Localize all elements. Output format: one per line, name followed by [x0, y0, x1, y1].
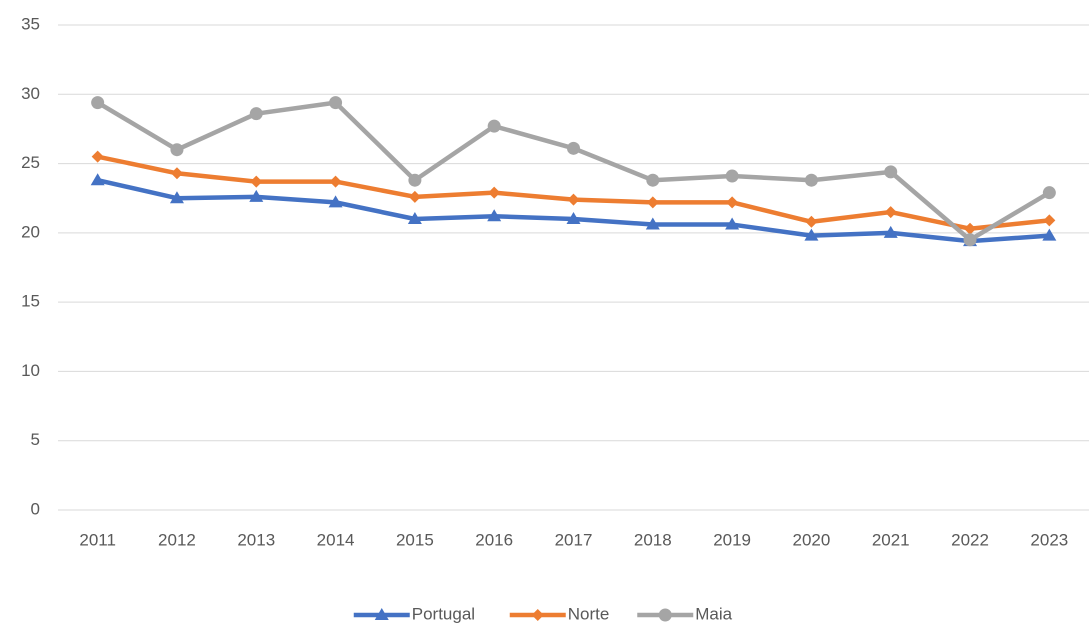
x-tick-label: 2021 [872, 530, 910, 549]
marker [963, 233, 977, 247]
marker [883, 225, 898, 238]
marker [1043, 214, 1056, 227]
marker [487, 119, 501, 133]
marker [964, 222, 977, 235]
x-tick-label: 2014 [317, 530, 355, 549]
marker [884, 206, 897, 219]
marker [329, 175, 342, 188]
y-tick-label: 15 [21, 292, 40, 311]
marker [567, 141, 580, 155]
marker [646, 173, 660, 187]
legend-label: Maia [695, 604, 732, 623]
x-tick-label: 2016 [475, 530, 513, 549]
marker [1042, 228, 1057, 241]
marker [374, 608, 389, 620]
marker [249, 189, 264, 202]
y-tick-label: 0 [31, 499, 40, 518]
marker [407, 212, 422, 224]
x-tick-label: 2015 [396, 530, 434, 549]
y-tick-label: 35 [21, 14, 40, 33]
marker [250, 175, 263, 188]
marker [725, 217, 740, 230]
marker [1042, 186, 1056, 200]
marker [884, 165, 898, 179]
x-tick-label: 2020 [793, 530, 831, 549]
legend-label: Norte [568, 604, 610, 623]
marker [91, 96, 105, 110]
marker [804, 228, 819, 241]
x-tick-label: 2012 [158, 530, 196, 549]
marker [408, 190, 421, 203]
marker [804, 173, 818, 187]
legend-label: Portugal [412, 604, 475, 623]
x-tick-label: 2019 [713, 530, 751, 549]
marker [645, 217, 660, 230]
marker [170, 143, 184, 157]
x-tick-label: 2017 [555, 530, 593, 549]
y-tick-label: 20 [21, 222, 40, 241]
y-tick-label: 10 [21, 361, 40, 380]
marker [328, 195, 343, 208]
marker [249, 107, 263, 121]
marker [805, 215, 818, 228]
x-tick-label: 2022 [951, 530, 989, 549]
x-tick-label: 2023 [1030, 530, 1068, 549]
marker [487, 209, 502, 222]
marker [658, 608, 672, 622]
marker [90, 173, 105, 186]
x-tick-label: 2018 [634, 530, 672, 549]
y-tick-label: 5 [31, 430, 40, 449]
marker [726, 196, 739, 209]
marker [531, 609, 544, 621]
x-tick-label: 2013 [237, 530, 275, 549]
marker [488, 186, 501, 199]
marker [91, 150, 104, 163]
marker [566, 212, 581, 224]
marker [329, 96, 343, 110]
series-line [97, 178, 1050, 244]
marker [725, 169, 739, 183]
y-tick-label: 30 [21, 84, 40, 103]
y-tick-label: 25 [21, 153, 40, 172]
marker [646, 196, 659, 209]
x-tick-label: 2011 [79, 530, 116, 549]
legend-item: Portugal [353, 604, 475, 623]
marker [567, 193, 580, 206]
marker [170, 167, 183, 180]
marker [408, 173, 422, 187]
legend-item: Norte [509, 604, 610, 623]
legend-item: Maia [637, 604, 733, 623]
marker [169, 191, 184, 204]
